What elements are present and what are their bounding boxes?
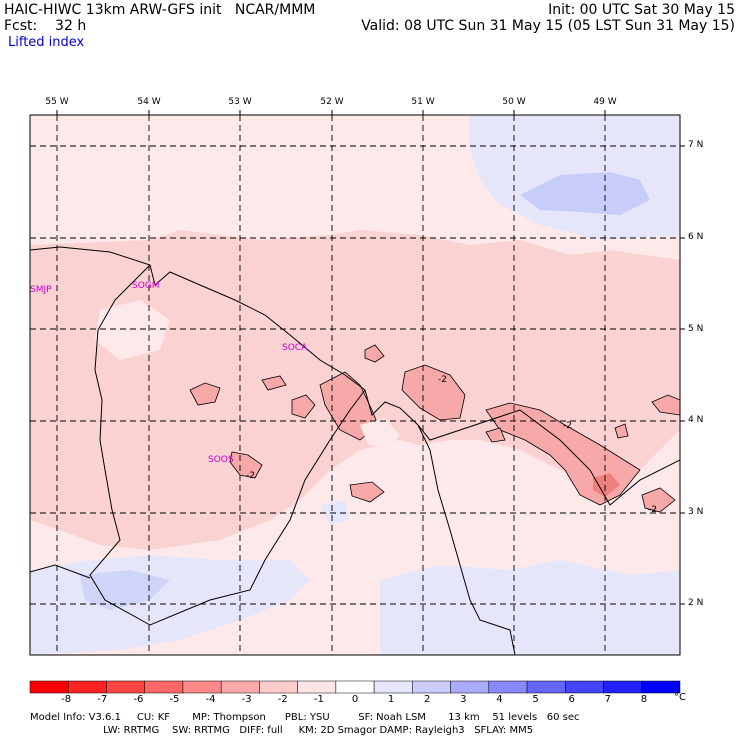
colorbar-label: 1: [387, 694, 395, 705]
colorbar-swatch: [182, 680, 222, 694]
red-region: [291, 394, 316, 419]
red-region: [593, 473, 620, 497]
blue-region: [320, 500, 350, 525]
colorbar-label: -7: [97, 694, 108, 705]
colorbar-label: -4: [205, 694, 216, 705]
colorbar-label: -6: [133, 694, 144, 705]
colorbar-swatch: [526, 680, 566, 694]
coastline: [30, 246, 521, 441]
lon-label: 50 W: [502, 97, 526, 107]
lat-label: 7 N: [688, 140, 704, 150]
colorbar-label: 3: [460, 694, 467, 705]
colorbar: [29, 680, 681, 694]
red-region: [189, 382, 221, 406]
lon-label: 51 W: [411, 97, 435, 107]
station-label: SOGM: [132, 281, 160, 291]
contour-label: -2: [563, 421, 572, 431]
colorbar-swatch: [412, 680, 451, 694]
colorbar-swatch: [603, 680, 643, 694]
init-time: Init: 00 UTC Sat 30 May 15: [548, 2, 735, 18]
blue-region: [80, 570, 170, 610]
colorbar-swatch: [488, 680, 528, 694]
lon-label: 52 W: [320, 97, 344, 107]
colorbar-label: -8: [61, 694, 72, 705]
lat-lon-grid: [30, 115, 680, 655]
colorbar-label: 2: [424, 694, 431, 705]
colorbar-label: -3: [241, 694, 252, 705]
lon-label: 53 W: [228, 97, 252, 107]
lat-label: 4 N: [688, 415, 704, 425]
light-region: [95, 300, 170, 360]
model-title: HAIC-HIWC 13km ARW-GFS init NCAR/MMM: [4, 2, 316, 18]
model-info: Model Info: V3.6.1 CU: KF MP: Thompson P…: [30, 712, 580, 723]
lat-label: 5 N: [688, 324, 704, 334]
colorbar-swatch: [297, 680, 337, 694]
colorbar-label: 6: [568, 694, 575, 705]
red-region: [651, 394, 680, 416]
colorbar-label: 0: [351, 694, 359, 705]
colorbar-swatch: [29, 680, 69, 694]
colorbar-swatch: [450, 680, 490, 694]
colorbar-swatch: [641, 680, 681, 694]
colorbar-label: 4: [496, 694, 503, 705]
border: [417, 424, 516, 655]
colorbar-swatch: [106, 680, 145, 694]
red-region: [614, 423, 629, 439]
blue-region: [380, 560, 680, 655]
map-frame: [29, 114, 681, 656]
valid-time: Valid: 08 UTC Sun 31 May 15 (05 LST Sun …: [361, 18, 735, 34]
red-region: [229, 451, 263, 479]
colorbar-swatch: [565, 680, 604, 694]
forecast-hour: Fcst: 32 h: [4, 18, 87, 34]
border: [89, 264, 366, 626]
lat-ticks: [680, 145, 685, 605]
model-info-physics: LW: RRTMG SW: RRTMG DIFF: full KM: 2D Sm…: [30, 725, 534, 736]
colorbar-label: 7: [604, 694, 611, 705]
colorbar-label: 8: [640, 694, 648, 705]
station-label: SOOS: [208, 455, 234, 465]
light-region: [360, 418, 400, 448]
colorbar-label: -1: [313, 694, 324, 705]
lon-label: 54 W: [137, 97, 161, 107]
field-name: Lifted index: [8, 35, 85, 50]
colorbar-unit: °C: [674, 692, 686, 703]
colorbar-label: 5: [532, 694, 539, 705]
lat-label: 3 N: [688, 507, 704, 517]
station-label: SMJP: [30, 285, 52, 295]
red-region: [364, 344, 385, 363]
red-region: [349, 481, 385, 503]
lon-label: 49 W: [593, 97, 617, 107]
red-region: [261, 375, 287, 391]
lat-label: 6 N: [688, 232, 704, 242]
colorbar-label: -5: [169, 694, 180, 705]
lon-ticks: [56, 110, 606, 115]
colorbar-swatch: [67, 680, 107, 694]
colorbar-swatch: [220, 680, 260, 694]
border: [30, 564, 91, 579]
contour-label: -2: [648, 505, 657, 515]
red-region: [641, 487, 676, 513]
lon-label: 55 W: [45, 97, 69, 107]
colorbar-swatch: [335, 680, 375, 694]
lat-label: 2 N: [688, 598, 704, 608]
contour-label: -2: [438, 375, 447, 385]
colorbar-swatch: [259, 680, 298, 694]
blue-region: [520, 172, 650, 215]
colorbar-label: -2: [277, 694, 288, 705]
border: [519, 409, 680, 506]
station-label: SOCA: [282, 343, 308, 353]
red-region: [401, 364, 466, 421]
red-region: [485, 427, 506, 443]
contour-label: -2: [246, 471, 255, 481]
colorbar-swatch: [373, 680, 413, 694]
colorbar-swatch: [144, 680, 184, 694]
